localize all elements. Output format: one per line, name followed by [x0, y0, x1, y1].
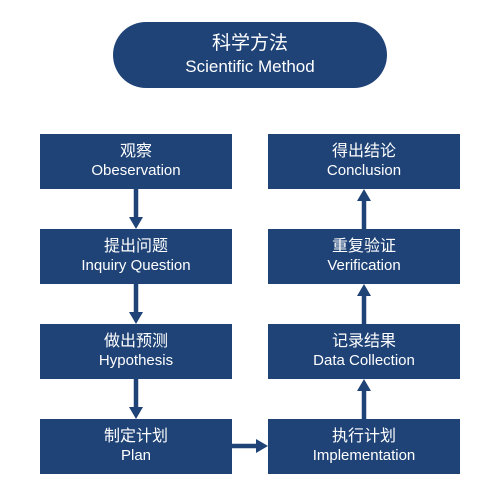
node-inquiry: 提出问题Inquiry Question: [40, 229, 232, 284]
arrow-datacollection-to-verification: [357, 284, 371, 324]
title-box: 科学方法 Scientific Method: [113, 22, 387, 88]
arrow-inquiry-to-hypothesis: [129, 284, 143, 324]
node-label-en: Hypothesis: [99, 351, 173, 371]
node-datacollection: 记录结果Data Collection: [268, 324, 460, 379]
arrow-implementation-to-datacollection: [357, 379, 371, 419]
arrow-hypothesis-to-plan: [129, 379, 143, 419]
flowchart-canvas: 科学方法 Scientific Method 观察Obeservation 提出问…: [0, 0, 500, 501]
node-label-cn: 重复验证: [332, 237, 396, 256]
arrow-verification-to-conclusion: [357, 189, 371, 229]
node-plan: 制定计划Plan: [40, 419, 232, 474]
node-label-en: Data Collection: [313, 351, 415, 371]
node-label-en: Inquiry Question: [81, 256, 190, 276]
node-label-cn: 提出问题: [104, 237, 168, 256]
title-cn: 科学方法: [212, 32, 288, 56]
node-label-cn: 观察: [120, 142, 152, 161]
node-implementation: 执行计划Implementation: [268, 419, 460, 474]
node-label-en: Plan: [121, 446, 151, 466]
node-verification: 重复验证Verification: [268, 229, 460, 284]
node-observation: 观察Obeservation: [40, 134, 232, 189]
node-label-en: Conclusion: [327, 161, 401, 181]
node-label-cn: 执行计划: [332, 427, 396, 446]
title-en: Scientific Method: [185, 56, 314, 78]
node-label-cn: 记录结果: [332, 332, 396, 351]
node-hypothesis: 做出预测Hypothesis: [40, 324, 232, 379]
arrow-plan-to-implementation: [232, 439, 268, 453]
node-label-en: Obeservation: [91, 161, 180, 181]
node-conclusion: 得出结论Conclusion: [268, 134, 460, 189]
node-label-en: Implementation: [313, 446, 416, 466]
node-label-cn: 制定计划: [104, 427, 168, 446]
node-label-cn: 得出结论: [332, 142, 396, 161]
node-label-en: Verification: [327, 256, 400, 276]
arrow-observation-to-inquiry: [129, 189, 143, 229]
node-label-cn: 做出预测: [104, 332, 168, 351]
